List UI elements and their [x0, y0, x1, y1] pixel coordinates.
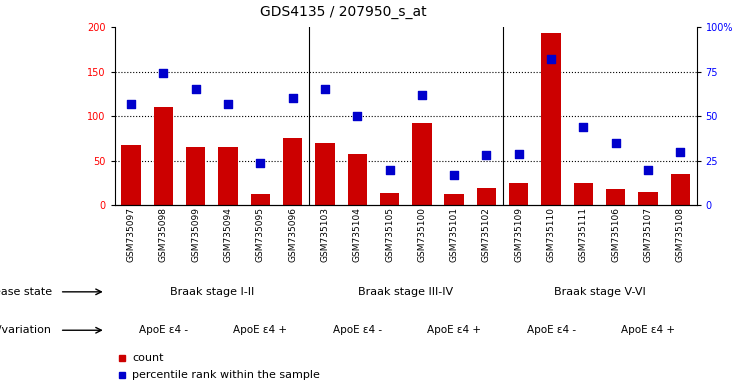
- Bar: [542, 33, 561, 205]
- Bar: [574, 183, 593, 205]
- Point: [319, 86, 330, 93]
- Bar: [348, 154, 367, 205]
- Text: GDS4135 / 207950_s_at: GDS4135 / 207950_s_at: [260, 5, 427, 19]
- Point: [254, 159, 266, 166]
- Point: [642, 167, 654, 173]
- Text: Braak stage III-IV: Braak stage III-IV: [358, 287, 453, 297]
- Point: [481, 152, 493, 159]
- Bar: [315, 143, 335, 205]
- Point: [222, 101, 234, 107]
- Bar: [606, 189, 625, 205]
- Text: disease state: disease state: [0, 287, 52, 297]
- Point: [448, 172, 460, 178]
- Point: [157, 70, 169, 76]
- Point: [416, 92, 428, 98]
- Text: Braak stage V-VI: Braak stage V-VI: [554, 287, 645, 297]
- Text: genotype/variation: genotype/variation: [0, 325, 52, 335]
- Bar: [380, 193, 399, 205]
- Point: [674, 149, 686, 155]
- Bar: [445, 194, 464, 205]
- Text: percentile rank within the sample: percentile rank within the sample: [133, 370, 320, 381]
- Text: Braak stage I-II: Braak stage I-II: [170, 287, 254, 297]
- Text: ApoE ε4 -: ApoE ε4 -: [333, 325, 382, 335]
- Bar: [671, 174, 690, 205]
- Point: [190, 86, 202, 93]
- Bar: [638, 192, 658, 205]
- Text: ApoE ε4 +: ApoE ε4 +: [621, 325, 675, 335]
- Text: ApoE ε4 +: ApoE ε4 +: [233, 325, 288, 335]
- Point: [610, 140, 622, 146]
- Text: ApoE ε4 -: ApoE ε4 -: [139, 325, 188, 335]
- Bar: [250, 194, 270, 205]
- Bar: [283, 139, 302, 205]
- Point: [351, 113, 363, 119]
- Bar: [186, 147, 205, 205]
- Point: [513, 151, 525, 157]
- Point: [125, 101, 137, 107]
- Text: ApoE ε4 +: ApoE ε4 +: [427, 325, 481, 335]
- Text: count: count: [133, 353, 164, 363]
- Bar: [219, 147, 238, 205]
- Point: [545, 56, 557, 62]
- Bar: [509, 183, 528, 205]
- Bar: [122, 145, 141, 205]
- Point: [384, 167, 396, 173]
- Text: ApoE ε4 -: ApoE ε4 -: [527, 325, 576, 335]
- Bar: [476, 188, 496, 205]
- Bar: [153, 107, 173, 205]
- Point: [287, 95, 299, 101]
- Point: [577, 124, 589, 130]
- Bar: [412, 123, 431, 205]
